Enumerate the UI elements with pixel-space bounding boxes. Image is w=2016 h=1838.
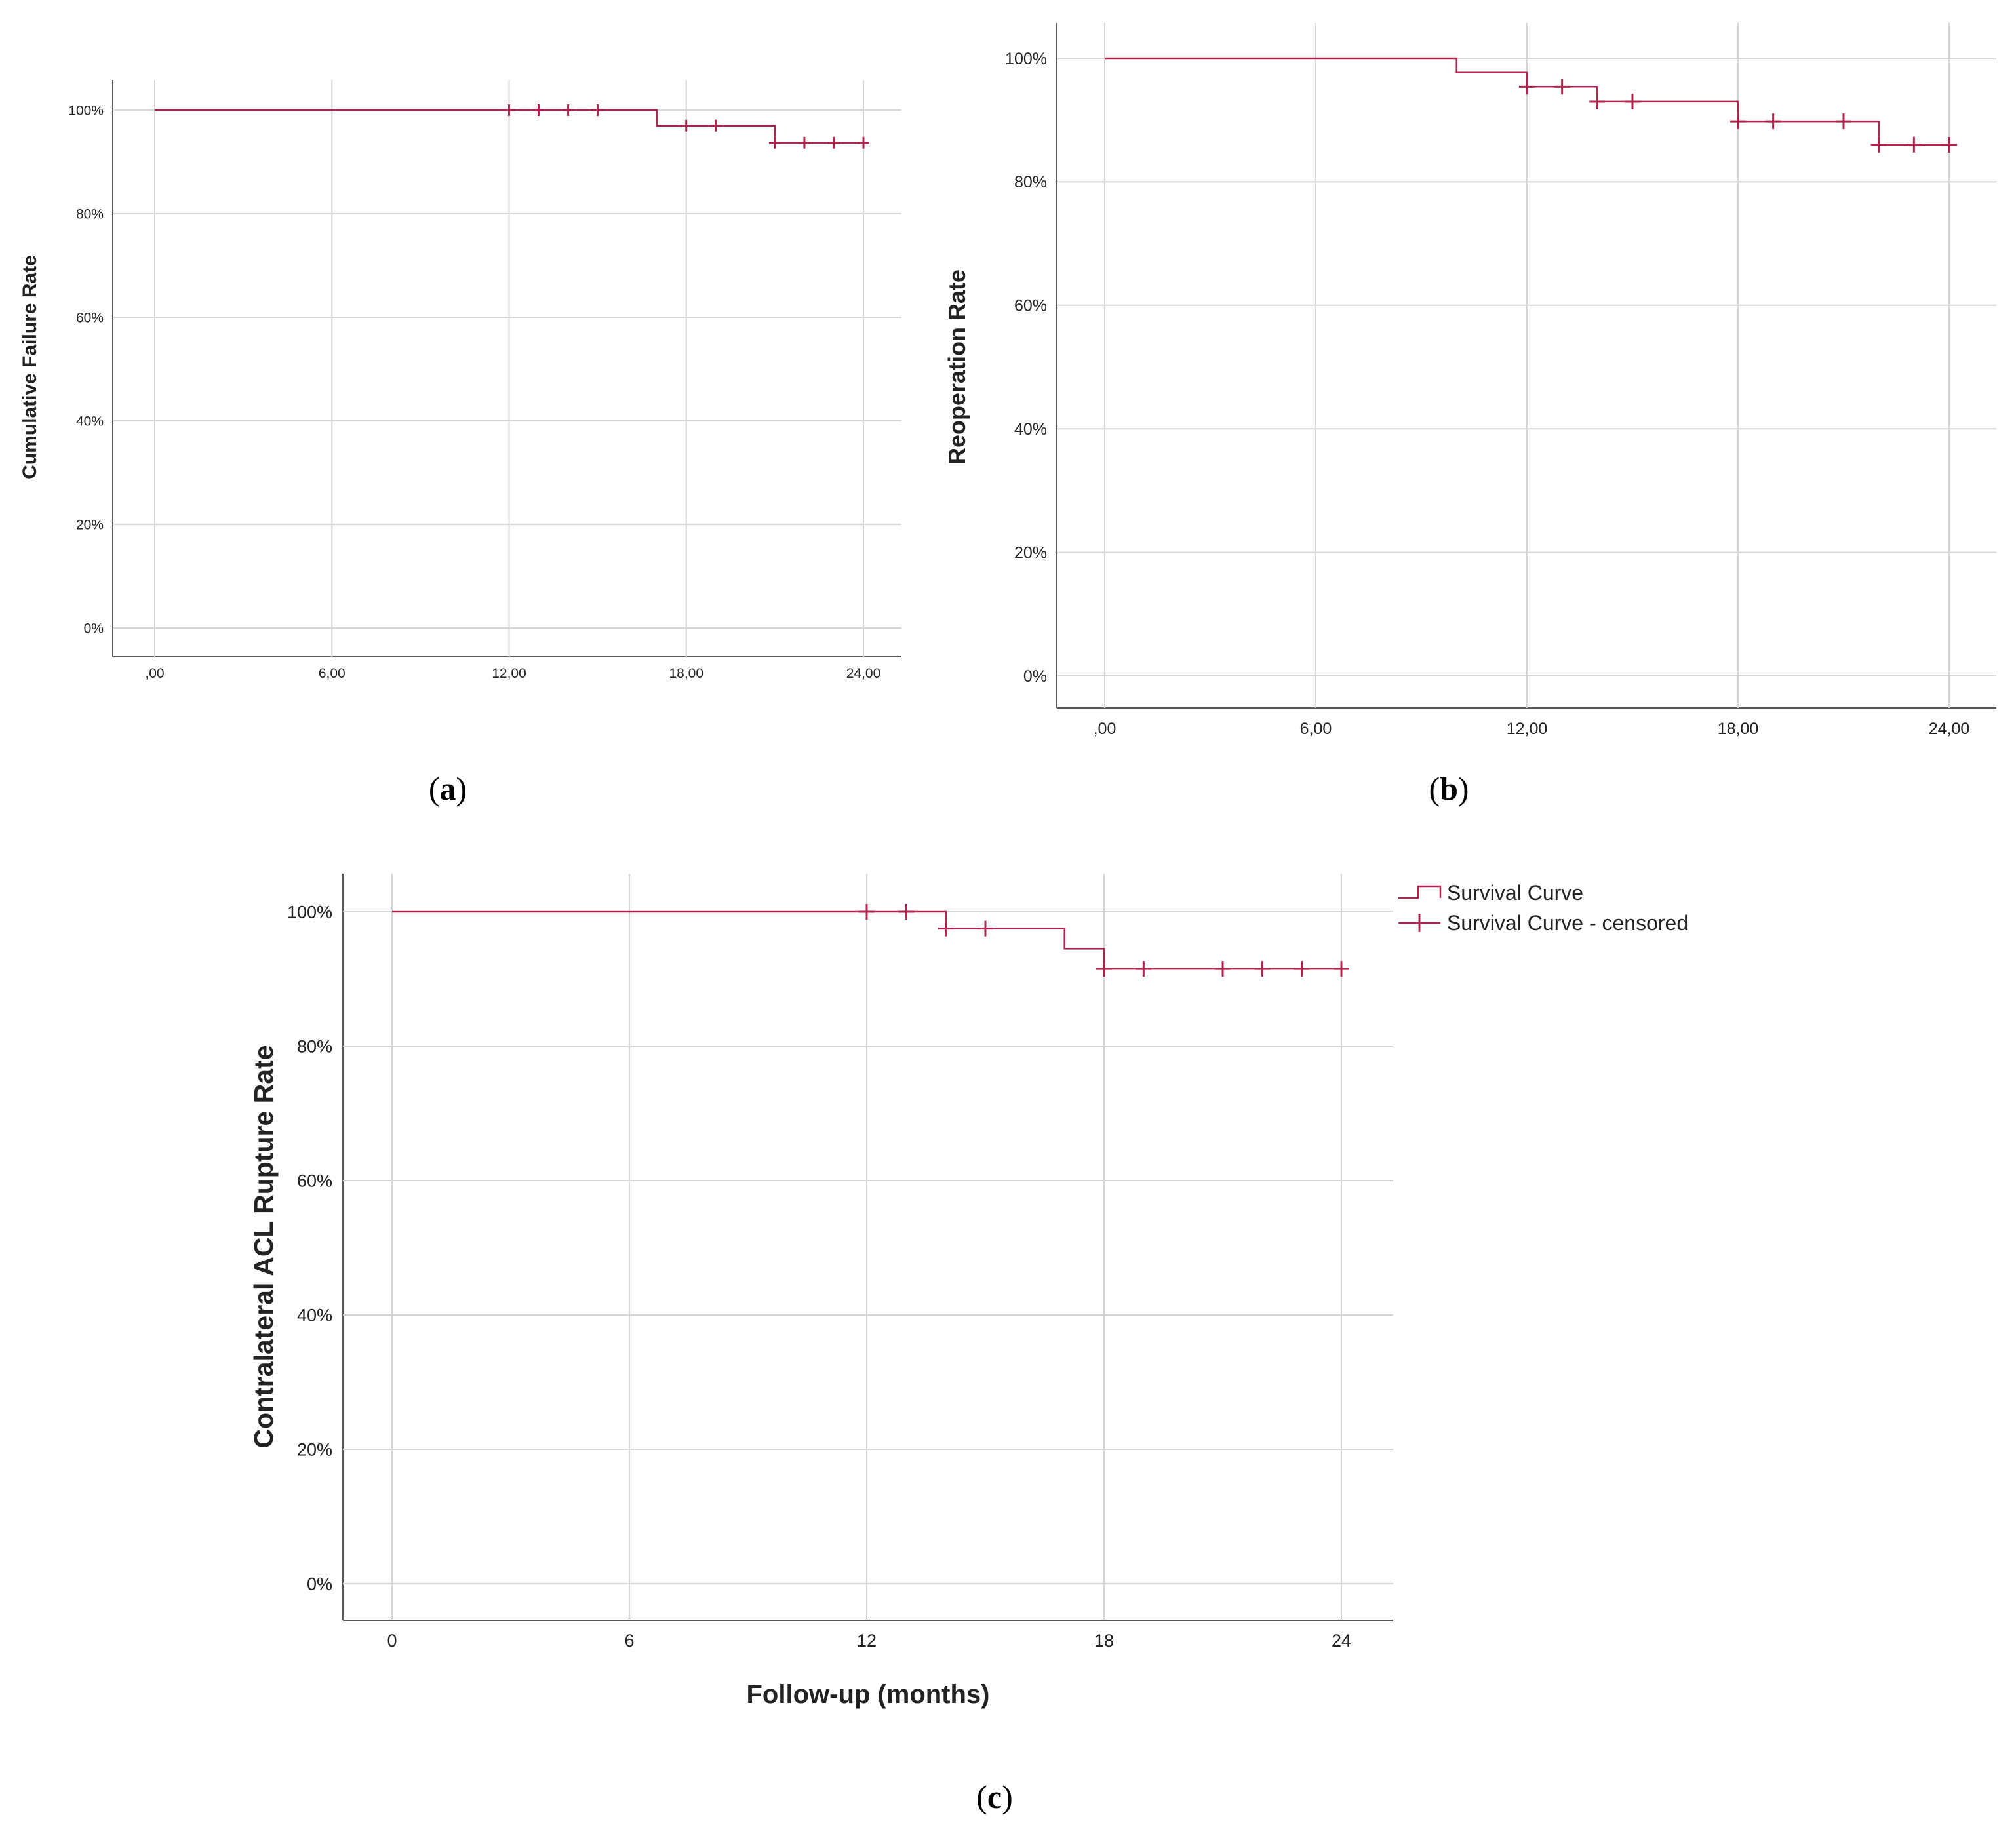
chart-panel-c: 0% 20% 40% 60% 80% 100% 0 6 12 18 24 Contralateral … [248,874,1393,1709]
chart-panel-b: 0% 20% 40% 60% 80% 100% ,00 6,00 12,00 18,00 24,00… [943,23,1996,738]
y-tick-label: 80% [297,1036,332,1056]
panel-label-b: (b) [1429,770,1469,807]
censored-marker [1334,961,1349,977]
censored-marker [1906,136,1922,153]
y-tick-label: 20% [76,517,104,532]
y-tick-label: 100% [68,103,104,118]
censored-marker [1136,961,1152,977]
censored-marker [1096,961,1112,977]
x-axis-label: Follow-up (months) [746,1680,989,1709]
legend-label: Survival Curve [1447,881,1583,905]
y-tick-label: 20% [297,1439,332,1459]
censored-marker [1554,79,1570,95]
legend-item-step: Survival Curve [1398,881,1583,905]
y-tick-label: 40% [1014,420,1047,439]
censored-marker [503,104,515,116]
panel-label-a: (a) [429,770,467,807]
x-tick-label: 12,00 [1507,720,1548,738]
x-tick-label: 18,00 [1718,720,1759,738]
censored-marker [1765,113,1781,130]
y-tick-label: 100% [287,902,332,922]
y-tick-label: 100% [1005,50,1047,68]
x-tick-label: 6,00 [1300,720,1332,738]
x-tick-label: 6 [624,1631,634,1651]
y-axis-label: Contralateral ACL Rupture Rate [248,1045,279,1448]
y-axis-label: Reoperation Rate [943,269,970,465]
x-tick-label: 18 [1094,1631,1114,1651]
censored-marker [1294,961,1310,977]
y-tick-label: 60% [1014,297,1047,315]
censored-marker [1870,136,1887,153]
censored-marker [1625,93,1640,109]
y-tick-label: 20% [1014,543,1047,562]
legend: Survival Curve Survival Curve - censored [1398,881,1688,935]
censored-marker [532,104,545,116]
x-tick-label: 24 [1332,1631,1351,1651]
y-tick-label: 0% [84,621,104,636]
censored-marker [1836,113,1851,130]
x-tick-label: 24,00 [1929,720,1970,738]
legend-label: Survival Curve - censored [1447,911,1688,935]
censored-marker [768,136,781,149]
censored-marker [1589,93,1606,109]
censored-marker [709,119,722,132]
y-tick-label: 0% [307,1574,332,1594]
y-axis-label: Cumulative Failure Rate [19,255,41,479]
x-tick-label: ,00 [1094,720,1117,738]
y-tick-label: 40% [76,414,104,429]
y-tick-label: 80% [76,206,104,222]
x-tick-label: 24,00 [846,666,881,681]
censored-marker [859,904,875,920]
censored-marker [827,136,840,149]
censored-marker [1730,113,1746,130]
y-tick-label: 80% [1014,173,1047,191]
legend-item-censor: Survival Curve - censored [1398,911,1688,935]
censored-marker [591,104,604,116]
censored-marker [1215,961,1231,977]
censored-marker [562,104,574,116]
censored-marker [680,119,692,132]
chart-panel-a: 0% 20% 40% 60% 80% 100% ,00 6,00 12,00 18,00 24,00… [19,80,901,681]
x-tick-label: 18,00 [669,666,703,681]
y-tick-label: 40% [297,1305,332,1325]
censored-marker [1941,136,1957,153]
panel-label-c: (c) [976,1778,1013,1815]
y-tick-label: 60% [297,1171,332,1190]
censored-marker [938,920,954,937]
x-tick-label: 6,00 [319,666,346,681]
censored-marker [858,136,869,149]
y-tick-label: 60% [76,310,104,325]
legend-step-swatch [1398,885,1442,899]
x-tick-label: 0 [387,1631,397,1651]
x-tick-label: 12 [857,1631,877,1651]
censored-marker [1519,79,1535,95]
censored-marker [798,136,810,149]
censored-marker [898,904,915,920]
x-tick-label: ,00 [145,666,164,681]
censored-marker [1254,961,1271,977]
x-tick-label: 12,00 [492,666,526,681]
y-tick-label: 0% [1023,667,1047,686]
censored-marker [978,920,993,937]
